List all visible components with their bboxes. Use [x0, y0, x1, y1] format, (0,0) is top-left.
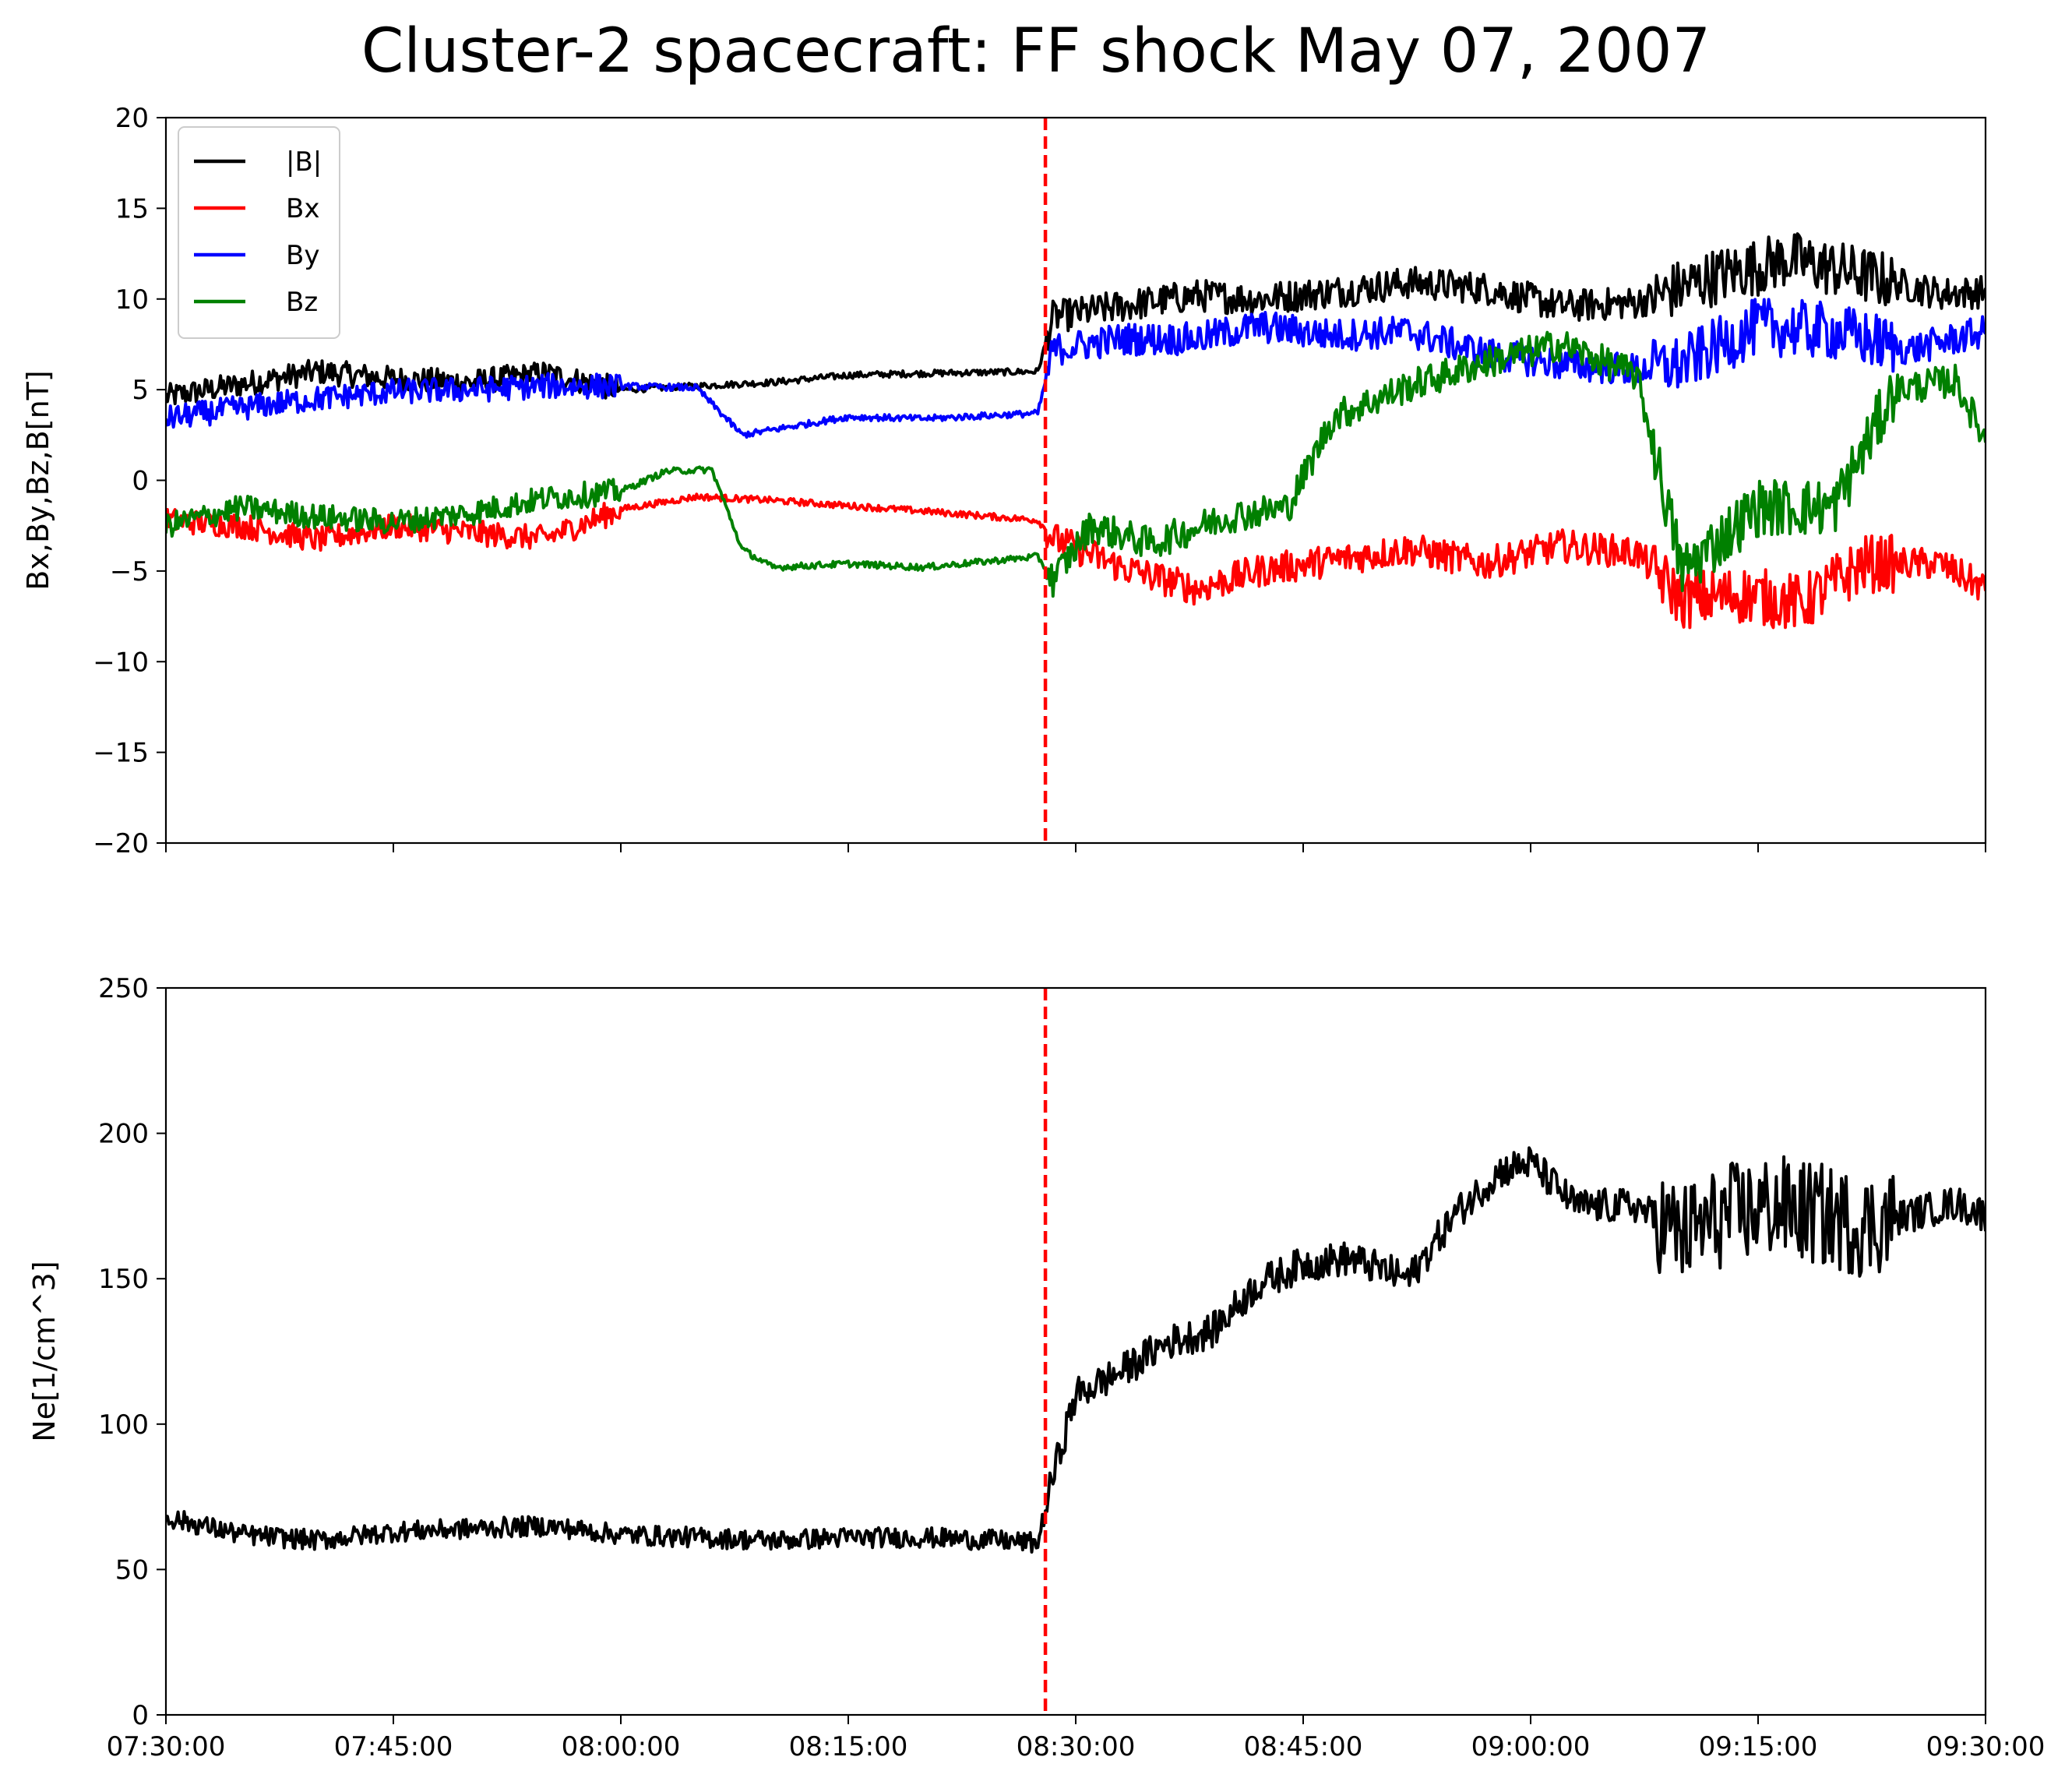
- x-tick-label: 08:30:00: [1017, 1731, 1136, 1762]
- y-tick-label: 200: [98, 1119, 149, 1150]
- series-line-by: [166, 298, 1986, 439]
- y-tick-label: −20: [93, 828, 149, 859]
- plot-frame: [164, 116, 1987, 845]
- series-line-ne: [166, 1146, 1986, 1554]
- y-tick-label: 50: [115, 1554, 149, 1586]
- legend-entry: Bx: [286, 193, 319, 224]
- x-tick-label: 08:00:00: [562, 1731, 681, 1762]
- y-axis-label: Bx,By,Bz,B[nT]: [21, 370, 55, 590]
- y-axis-label: Ne[1/cm^3]: [27, 1261, 62, 1441]
- y-tick-label: −5: [110, 556, 149, 587]
- x-tick-label: 09:00:00: [1471, 1731, 1591, 1762]
- chart-title: Cluster-2 spacecraft: FF shock May 07, 2…: [361, 16, 1711, 86]
- y-tick-label: −15: [93, 738, 149, 769]
- y-tick-label: 5: [132, 375, 149, 406]
- y-tick-label: 100: [98, 1409, 149, 1441]
- series-line-b: [166, 232, 1986, 406]
- y-tick-label: 0: [132, 1700, 149, 1731]
- y-tick-label: 15: [115, 193, 149, 224]
- plot-frame: [164, 986, 1987, 1716]
- legend-entry: |B|: [286, 146, 322, 178]
- y-tick-label: 10: [115, 284, 149, 316]
- legend-entry: By: [286, 240, 319, 271]
- bottom-panel-electron-density: 0 50 100 150 200 250 07:30:00 07:45:00 08:00:00 0…: [27, 973, 2045, 1762]
- top-panel-magnetic-field: −20 −15 −10 −5 0 5 10 15 20 Bx,By,Bz,B[nT] |B| Bx By…: [21, 103, 1987, 859]
- series-line-bz: [166, 330, 1986, 598]
- legend-box: [178, 126, 340, 339]
- y-tick-label: −10: [93, 647, 149, 678]
- y-tick-label: 250: [98, 973, 149, 1004]
- x-tick-label: 08:15:00: [789, 1731, 908, 1762]
- x-tick-label: 09:15:00: [1699, 1731, 1818, 1762]
- y-tick-label: 150: [98, 1264, 149, 1295]
- y-tick-label: 20: [115, 103, 149, 134]
- x-tick-label: 07:45:00: [334, 1731, 453, 1762]
- x-tick-label: 09:30:00: [1926, 1731, 2046, 1762]
- legend-entry: Bz: [286, 287, 318, 318]
- x-tick-label: 07:30:00: [107, 1731, 226, 1762]
- x-tick-label: 08:45:00: [1244, 1731, 1363, 1762]
- y-tick-label: 0: [132, 466, 149, 497]
